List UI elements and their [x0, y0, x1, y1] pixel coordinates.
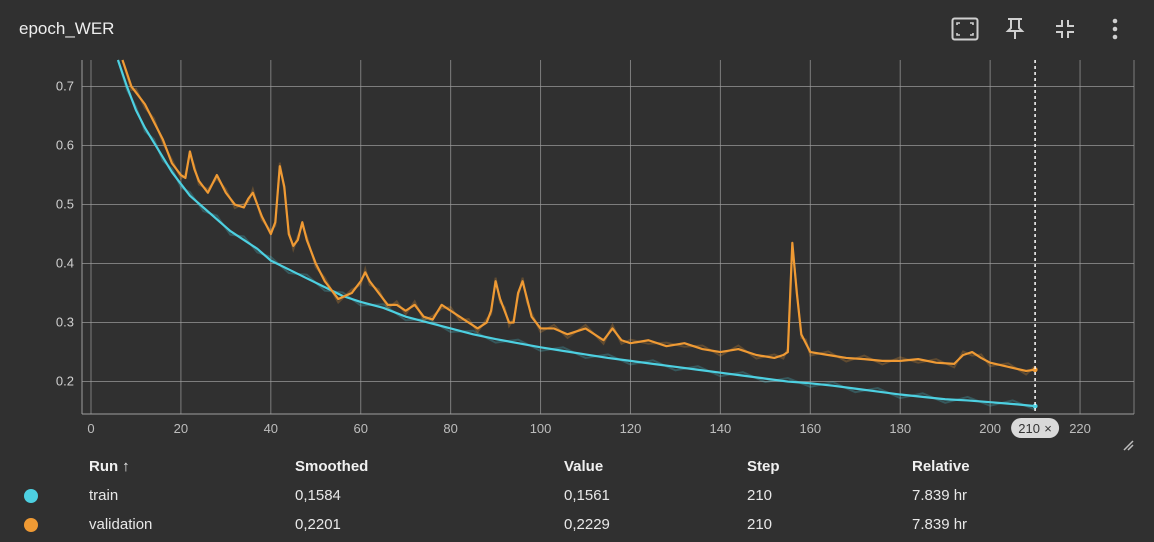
smoothed-value: 0,1584	[295, 487, 341, 504]
x-tick-label: 140	[710, 421, 732, 436]
step-marker-chip	[1011, 418, 1060, 438]
relative-time: 7.839 hr	[912, 487, 968, 504]
run-column-header[interactable]: Run ↑	[89, 458, 130, 475]
table-header: Run ↑ Smoothed Value Step Relative	[0, 452, 1154, 480]
card-toolbar	[940, 14, 1140, 44]
chart-grid	[81, 60, 1135, 415]
card-title: epoch_WER	[19, 19, 115, 38]
x-tick-label: 120	[620, 421, 642, 436]
smoothed-column-header[interactable]: Smoothed	[295, 458, 369, 475]
y-tick-label: 0.3	[56, 315, 74, 330]
run-name: validation	[89, 516, 153, 533]
resize-handle-icon[interactable]	[1123, 440, 1134, 451]
line-chart[interactable]: 0 20 40 60 80 100 120 140 160 180 200 220 0.2 0.3 0.4 0…	[0, 0, 1154, 452]
x-tick-label: 60	[354, 421, 368, 436]
step-marker-close-icon[interactable]: ×	[1044, 421, 1052, 436]
step-value: 210	[747, 487, 773, 504]
collapse-icon	[1056, 20, 1074, 38]
pin-icon	[1005, 18, 1025, 39]
pin-button[interactable]	[990, 14, 1040, 44]
x-tick-label: 220	[1069, 421, 1091, 436]
relative-column-header[interactable]: Relative	[912, 458, 970, 475]
series-end-point	[1032, 367, 1038, 373]
x-tick-label: 160	[799, 421, 821, 436]
train-color-dot	[24, 489, 38, 503]
validation-color-dot	[24, 518, 38, 532]
series-line	[121, 59, 1036, 373]
series-raw-line	[117, 59, 1036, 411]
x-tick-label: 200	[979, 421, 1001, 436]
card-header: epoch_WER	[0, 0, 1154, 58]
step-column-header[interactable]: Step	[747, 458, 780, 475]
sort-arrow-icon: ↑	[122, 458, 130, 475]
value-column-header[interactable]: Value	[564, 458, 604, 475]
x-tick-label: 100	[530, 421, 552, 436]
relative-time: 7.839 hr	[912, 516, 968, 533]
y-tick-label: 0.4	[56, 256, 74, 271]
y-tick-label: 0.5	[56, 197, 74, 212]
y-tick-label: 0.7	[56, 79, 74, 94]
step-value: 210	[747, 516, 773, 533]
collapse-button[interactable]	[1040, 14, 1090, 44]
chart-series	[116, 59, 1038, 411]
step-marker[interactable]: 210 ×	[1011, 60, 1060, 438]
x-tick-label: 20	[174, 421, 188, 436]
series-line	[116, 59, 1036, 408]
more-options-button[interactable]	[1090, 14, 1140, 44]
chart-axes: 0 20 40 60 80 100 120 140 160 180 200 220 0.2 0.3 0.4 0…	[56, 79, 1091, 436]
run-header-label: Run	[89, 458, 119, 475]
x-tick-label: 180	[889, 421, 911, 436]
raw-value: 0,1561	[564, 487, 610, 504]
series-raw-line	[121, 59, 1036, 376]
table-row-validation[interactable]: validation 0,2201 0,2229 210 7.839 hr	[0, 510, 1154, 538]
more-vert-icon	[1112, 18, 1118, 40]
y-tick-label: 0.2	[56, 374, 74, 389]
x-tick-label: 80	[443, 421, 457, 436]
y-tick-label: 0.6	[56, 138, 74, 153]
step-marker-label: 210	[1018, 421, 1040, 436]
table-row-train[interactable]: train 0,1584 0,1561 210 7.839 hr	[0, 481, 1154, 509]
x-tick-label: 40	[264, 421, 278, 436]
raw-value: 0,2229	[564, 516, 610, 533]
run-name: train	[89, 487, 119, 504]
smoothed-value: 0,2201	[295, 516, 341, 533]
x-tick-label: 0	[87, 421, 94, 436]
series-end-point	[1032, 403, 1038, 409]
fit-domain-icon	[951, 17, 979, 41]
fit-domain-button[interactable]	[940, 14, 990, 44]
